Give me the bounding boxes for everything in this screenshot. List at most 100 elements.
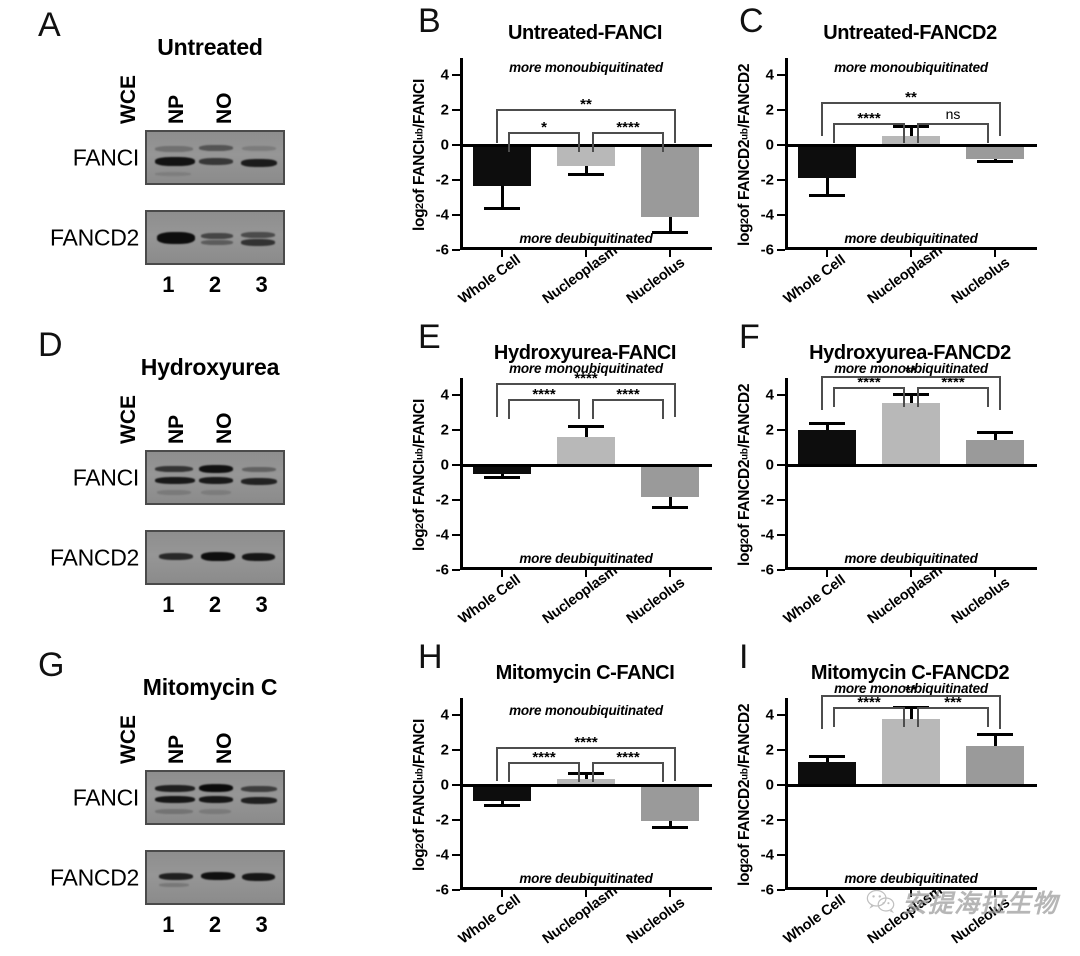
x-axis (460, 887, 712, 890)
y-tick-label: 2 (765, 741, 774, 759)
error-bar (584, 773, 588, 780)
bracket-right-leg (999, 101, 1001, 136)
bracket-left-leg (508, 398, 510, 419)
x-axis (785, 887, 1037, 890)
significance-bracket: ** (821, 364, 1001, 411)
bracket-right-leg (999, 376, 1001, 411)
error-bar-cap (567, 424, 605, 428)
bracket-right-leg (987, 706, 989, 727)
y-label-suffix: /FANCD2 (736, 703, 753, 769)
chart-panel-e: E Hydroxyurea-FANCI log 2 of FANCI ub/FANCI 4… (410, 320, 745, 630)
bar-nucleoplasm (881, 718, 941, 786)
y-axis-label: log 2 of FANCI ub/FANCI (408, 375, 432, 575)
error-bar (825, 756, 829, 762)
bracket-top-bar (508, 398, 580, 401)
zero-baseline (460, 463, 712, 467)
bracket-right-leg (903, 706, 905, 727)
chart-panel-i: I Mitomycin C-FANCD2 log 2 of FANCD2 ub/FANC… (735, 640, 1070, 950)
protein-band (155, 785, 195, 792)
band-annotations: FANCIubFANCI (283, 772, 285, 823)
y-axis-label: log 2 of FANCI ub/FANCI (408, 695, 432, 895)
y-label-subscript: 2 (739, 217, 751, 224)
plot-area: 4 2 0 -2 -4 -6 **** **** ** more monoubiquitinate… (761, 361, 1037, 579)
y-tick-label: -4 (435, 846, 449, 864)
significance-label: ** (905, 363, 917, 381)
error-bar (500, 800, 504, 806)
y-axis-label: log 2 of FANCI ub/FANCI (408, 55, 432, 255)
bar-nucleolus (965, 145, 1025, 160)
gel-image-fancd2: FANCD2ubFANCD2 (145, 530, 285, 585)
y-tick: 0 (766, 457, 785, 474)
gel-image-fancd2: FANCD2ubFANCD2 (145, 210, 285, 265)
y-tick: -6 (436, 562, 460, 579)
annotation-more-monoubiquitinated: more monoubiquitinated (834, 681, 988, 696)
lane-number: 3 (255, 592, 268, 617)
y-tick: 0 (766, 777, 785, 794)
plot-area: 4 2 0 -2 -4 -6 * **** ** more monoubiquitinated mo… (436, 58, 712, 259)
x-axis (460, 247, 712, 250)
bracket-left-leg (917, 706, 919, 727)
lane-number-group: 1 2 3 (145, 592, 285, 618)
chart-panel-b: B Untreated-FANCI log 2 of FANCI ub/FANCI 4 2 0… (410, 0, 745, 310)
y-tick: 2 (441, 742, 460, 759)
bracket-top-bar (592, 761, 664, 764)
gel-image-fancd2: FANCD2ubFANCD2 (145, 850, 285, 905)
lane-label-no: NO (213, 412, 236, 445)
significance-bracket: ** (821, 683, 1001, 729)
x-axis-label-whole-cell: Whole Cell (455, 252, 524, 308)
protein-band (157, 490, 191, 495)
protein-band (199, 145, 233, 151)
significance-bracket: ** (496, 97, 676, 144)
y-tick-label: -4 (760, 846, 774, 864)
gel-row-fanci: FANCI FANCIubFANCI (73, 450, 285, 505)
significance-label: *** (944, 693, 962, 711)
x-tick (910, 570, 912, 577)
y-tick: -6 (436, 882, 460, 899)
bracket-right-leg (662, 132, 664, 153)
bar-whole-cell (797, 145, 857, 178)
y-tick-label: -4 (760, 526, 774, 544)
x-axis-label-nucleoplasm: Nucleoplasm (539, 242, 621, 308)
gel-row-label-fanci: FANCI (72, 784, 140, 810)
bar-nucleoplasm (556, 437, 616, 466)
protein-band (241, 478, 277, 485)
significance-label: **** (857, 109, 881, 127)
protein-band (157, 232, 195, 244)
protein-band (201, 552, 235, 561)
error-bar-cap (483, 206, 521, 210)
protein-band (242, 873, 275, 881)
y-label-subscript: 2 (414, 522, 426, 529)
bar-nucleolus (965, 439, 1025, 466)
gel-row-fancd2: FANCD2 FANCD2ubFANCD2 (50, 530, 285, 585)
y-tick: 4 (766, 387, 785, 404)
significance-label: **** (574, 370, 598, 388)
protein-band (242, 467, 276, 472)
x-tick (994, 890, 996, 897)
gel-row-fanci: FANCI FANCIubFANCI (73, 130, 285, 185)
plot-area: 4 2 0 -2 -4 -6 **** **** **** more monoubiquitina… (436, 698, 712, 899)
protein-band (155, 146, 193, 152)
y-axis (785, 58, 788, 250)
bracket-left-leg (592, 398, 594, 419)
protein-band (241, 239, 275, 246)
significance-bracket: **** (592, 750, 664, 782)
bracket-top-bar (917, 706, 989, 709)
bracket-top-bar (821, 376, 1001, 379)
error-bar-cap (976, 431, 1014, 435)
x-tick (994, 570, 996, 577)
annotation-more-monoubiquitinated: more monoubiquitinated (834, 60, 988, 75)
gel-image-fanci: FANCIubFANCI (145, 130, 285, 185)
y-tick-label: 4 (765, 66, 774, 84)
y-tick: 2 (766, 422, 785, 439)
significance-label: **** (857, 693, 881, 711)
y-tick-label: 0 (765, 136, 774, 154)
y-label-suffix: /FANCI (411, 399, 428, 449)
lane-label-np: NP (165, 414, 188, 444)
bar-whole-cell (472, 145, 532, 187)
y-label-subscript: 2 (414, 842, 426, 849)
protein-band (155, 477, 195, 484)
protein-band (159, 883, 189, 887)
bracket-top-bar (833, 706, 905, 709)
bar-nucleolus (965, 746, 1025, 786)
x-axis-label-nucleolus: Nucleolus (948, 574, 1013, 628)
